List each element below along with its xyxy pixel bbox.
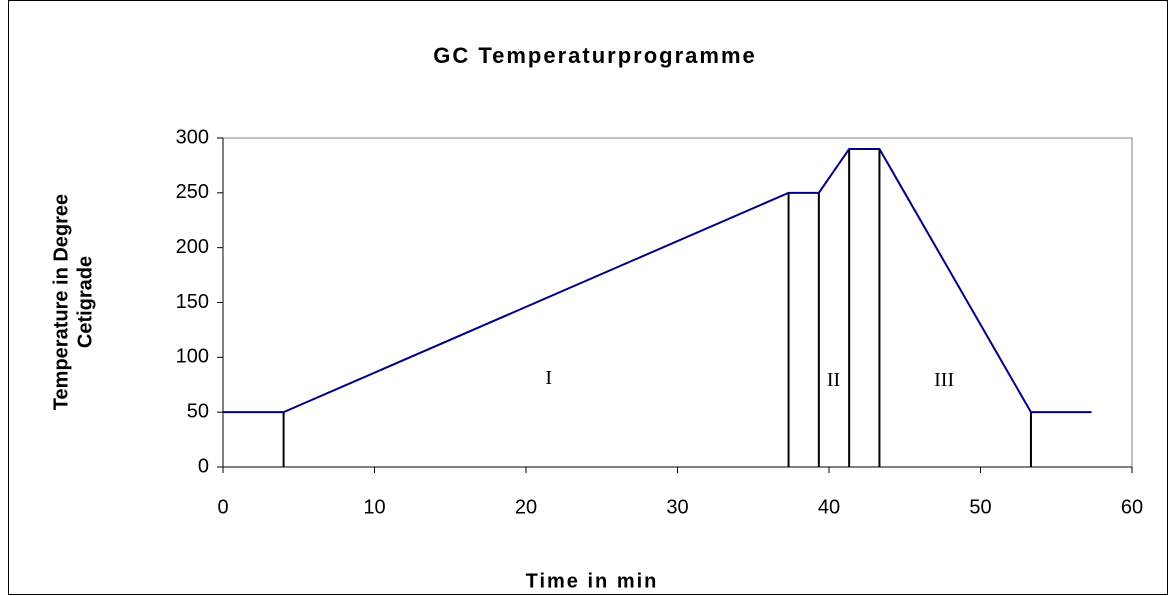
y-tick-label: 150: [176, 291, 209, 313]
annotation: I: [545, 367, 552, 389]
chart-frame: [8, 0, 1168, 595]
x-axis-label: Time in min: [526, 570, 659, 592]
x-tick-label: 40: [818, 496, 840, 518]
y-tick-label: 50: [187, 400, 209, 422]
y-axis-label: Temperature in Degree Cetigrade: [50, 194, 96, 410]
y-axis-label-line: Temperature in Degree: [50, 194, 72, 410]
x-tick-label: 60: [1121, 496, 1143, 518]
x-tick-label: 10: [363, 496, 385, 518]
x-tick-label: 20: [515, 496, 537, 518]
y-axis-label-line: Cetigrade: [74, 256, 96, 348]
y-tick-label: 0: [198, 455, 209, 477]
y-tick-label: 300: [176, 126, 209, 148]
x-tick-label: 50: [969, 496, 991, 518]
annotation: III: [934, 369, 954, 391]
annotation: II: [827, 369, 840, 391]
y-tick-label: 200: [176, 236, 209, 258]
y-tick-label: 250: [176, 181, 209, 203]
x-tick-label: 30: [666, 496, 688, 518]
chart-title: GC Temperaturprogramme: [433, 43, 757, 68]
y-tick-label: 100: [176, 346, 209, 368]
series-line: [223, 147, 1092, 414]
x-tick-label: 0: [217, 496, 228, 518]
